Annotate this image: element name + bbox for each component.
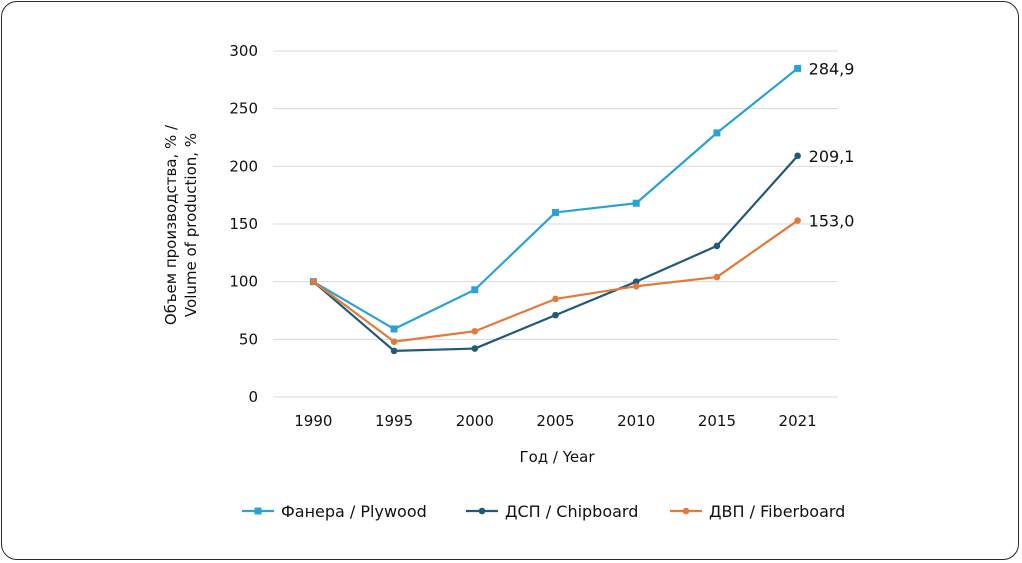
- point-plywood-2000: [471, 286, 479, 294]
- x-tick-2015: 2015: [698, 412, 736, 430]
- y-axis-title: Объем производства, % / Volume of produc…: [162, 124, 200, 325]
- point-fiberboard-1995: [390, 338, 398, 345]
- x-tick-1990: 1990: [294, 412, 332, 430]
- y-axis-title-line1: Объем производства, % /: [162, 124, 180, 325]
- y-tick-300: 300: [229, 42, 258, 60]
- end-label-plywood: 284,9: [809, 59, 855, 78]
- point-fiberboard-2015: [713, 273, 721, 281]
- point-fiberboard-2021: [794, 217, 801, 224]
- x-tick-1995: 1995: [375, 412, 413, 430]
- point-chipboard-2015: [713, 242, 721, 250]
- legend-marker-chipboard: [478, 507, 486, 515]
- series-group: [309, 64, 802, 355]
- legend: Фанера / Plywood ДСП / Chipboard ДВП / Fib…: [242, 502, 845, 521]
- y-tick-labels: 0 50 100 150 200 250 300: [229, 42, 258, 406]
- point-fiberboard-2010: [632, 282, 640, 290]
- point-fiberboard-2000: [471, 327, 479, 335]
- legend-marker-fiberboard: [682, 507, 690, 515]
- point-plywood-2021: [794, 64, 802, 72]
- y-axis-title-line2: Volume of production, %: [182, 133, 200, 317]
- y-tick-200: 200: [229, 157, 258, 175]
- point-plywood-2005: [552, 208, 559, 216]
- x-tick-2000: 2000: [456, 412, 494, 430]
- point-plywood-2010: [632, 199, 640, 207]
- point-chipboard-2005: [552, 311, 559, 319]
- y-tick-0: 0: [248, 388, 258, 406]
- point-chipboard-2010: [632, 278, 640, 285]
- legend-label-fiberboard: ДВП / Fiberboard: [709, 502, 845, 521]
- x-tick-2010: 2010: [617, 412, 655, 430]
- point-fiberboard-2005: [552, 295, 559, 303]
- point-plywood-1995: [390, 325, 398, 333]
- series-line-chipboard: [312, 155, 799, 352]
- x-axis-title: Год / Year: [519, 448, 595, 466]
- point-chipboard-2021: [794, 152, 801, 160]
- y-tick-50: 50: [239, 330, 258, 348]
- grid-lines: [273, 50, 838, 398]
- end-labels: 284,9 209,1 153,0: [809, 59, 855, 230]
- legend-label-plywood: Фанера / Plywood: [281, 502, 427, 521]
- x-tick-2021: 2021: [779, 412, 817, 430]
- legend-label-chipboard: ДСП / Chipboard: [505, 502, 638, 521]
- y-tick-150: 150: [229, 215, 258, 233]
- point-chipboard-1995: [390, 347, 398, 355]
- point-chipboard-2000: [471, 345, 479, 352]
- end-label-chipboard: 209,1: [809, 147, 855, 166]
- y-tick-250: 250: [229, 100, 258, 118]
- end-label-fiberboard: 153,0: [809, 212, 855, 231]
- point-plywood-2015: [713, 129, 721, 137]
- y-tick-100: 100: [229, 273, 258, 291]
- legend-marker-plywood: [254, 507, 262, 515]
- x-tick-2005: 2005: [536, 412, 574, 430]
- point-fiberboard-1990: [310, 278, 317, 285]
- x-tick-labels: 1990 1995 2000 2005 2010 2015 2021: [294, 412, 816, 430]
- series-line-plywood: [312, 67, 799, 331]
